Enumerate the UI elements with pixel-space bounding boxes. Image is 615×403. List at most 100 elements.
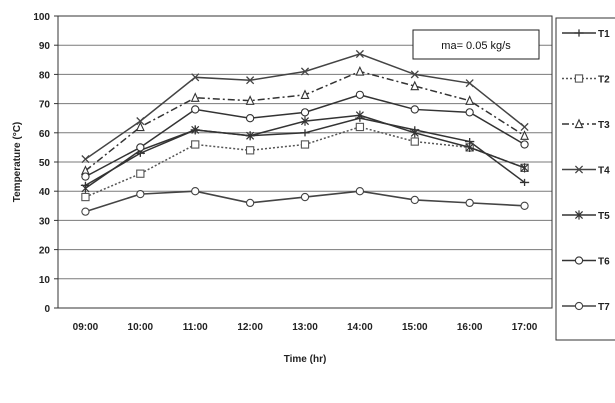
x-tick-label-10-00: 10:00 [128, 322, 154, 333]
legend-item-t3: T3 [562, 118, 610, 131]
point-t1-13-00 [300, 129, 310, 137]
x-tick-label-17-00: 17:00 [512, 322, 538, 333]
series-t6 [81, 90, 529, 181]
legend-marker-t6 [574, 256, 584, 265]
point-t7-09-00 [81, 207, 90, 216]
series-layer [80, 49, 530, 216]
point-t3-16-00 [465, 95, 475, 105]
legend-label-t2: T2 [598, 75, 610, 86]
point-t6-09-00 [81, 172, 90, 181]
point-t5-14-00 [355, 110, 364, 120]
point-t5-16-00 [465, 142, 474, 152]
series-t7 [81, 187, 529, 216]
series-t3 [80, 65, 530, 175]
legend-marker-t7 [574, 301, 584, 311]
point-t7-10-00 [136, 189, 145, 199]
y-tick-label-20: 20 [39, 246, 51, 257]
point-t7-12-00 [245, 198, 255, 208]
y-tick-label-100: 100 [33, 12, 50, 23]
point-t1-17-00 [519, 178, 530, 187]
series-t4 [81, 49, 529, 164]
point-t6-17-00 [520, 140, 529, 149]
series-line-t1 [85, 117, 526, 187]
y-tick-label-10: 10 [39, 275, 51, 286]
point-t6-16-00 [465, 108, 474, 117]
point-t7-16-00 [465, 198, 474, 208]
y-tick-label-50: 50 [39, 158, 51, 169]
point-t4-16-00 [465, 79, 474, 88]
legend-item-t2: T2 [562, 74, 610, 86]
point-t6-14-00 [355, 90, 365, 99]
x-tick-label-09-00: 09:00 [73, 322, 99, 333]
point-t5-09-00 [81, 183, 90, 193]
y-tick-label-30: 30 [39, 216, 51, 227]
point-t7-13-00 [300, 192, 310, 202]
y-axis-ticks: 0 10 20 30 40 50 60 70 80 90 100 [33, 12, 58, 315]
point-t5-11-00 [191, 125, 200, 135]
x-axis-title: Time (hr) [284, 354, 327, 365]
point-t5-15-00 [410, 128, 419, 138]
point-t7-17-00 [520, 201, 529, 210]
legend-marker-t1 [574, 29, 584, 37]
point-t4-14-00 [355, 49, 364, 59]
x-tick-label-15-00: 15:00 [402, 322, 428, 333]
point-t6-10-00 [136, 143, 145, 152]
legend-marker-t5 [574, 210, 584, 220]
legend-label-t6: T6 [598, 257, 610, 268]
plot-area-frame [57, 15, 553, 309]
legend-marker-t4 [574, 165, 584, 174]
legend-marker-t3 [574, 118, 584, 129]
x-tick-label-12-00: 12:00 [237, 322, 263, 333]
annotation-box [412, 29, 540, 60]
point-t5-13-00 [300, 116, 310, 126]
point-t3-13-00 [300, 89, 310, 99]
x-axis-ticks: 09:00 10:00 11:00 12:00 13:00 14:00 15:00 16:00… [73, 322, 538, 333]
legend-marker-t2 [574, 74, 584, 83]
point-t4-15-00 [410, 70, 419, 79]
point-t2-12-00 [245, 146, 255, 155]
legend-label-t4: T4 [598, 166, 610, 177]
legend-item-t1: T1 [562, 29, 610, 40]
legend-item-t6: T6 [562, 256, 610, 268]
point-t4-11-00 [191, 73, 200, 82]
annotation-text: ma= 0.05 kg/s [441, 40, 511, 52]
point-t3-10-00 [135, 121, 145, 132]
mass-flow-annotation: ma= 0.05 kg/s [412, 29, 540, 60]
series-t5 [81, 110, 529, 193]
point-t3-12-00 [245, 95, 255, 105]
point-t2-09-00 [81, 192, 90, 202]
point-t4-17-00 [520, 122, 529, 132]
legend-label-t3: T3 [598, 120, 610, 131]
series-line-t5 [85, 114, 525, 189]
point-t2-14-00 [355, 122, 365, 132]
point-t2-10-00 [136, 169, 145, 178]
series-t1 [80, 114, 530, 189]
y-tick-label-90: 90 [39, 41, 51, 52]
x-tick-label-16-00: 16:00 [457, 322, 483, 333]
y-tick-label-80: 80 [39, 70, 51, 81]
legend-label-t1: T1 [598, 29, 610, 40]
x-tick-label-14-00: 14:00 [347, 322, 373, 333]
point-t6-13-00 [300, 108, 310, 117]
x-tick-label-11-00: 11:00 [183, 322, 208, 333]
point-t2-11-00 [191, 140, 200, 149]
y-tick-label-40: 40 [39, 187, 51, 198]
point-t6-15-00 [410, 105, 419, 114]
point-t2-15-00 [410, 137, 419, 146]
point-t4-10-00 [136, 117, 145, 126]
legend-label-t5: T5 [598, 211, 610, 222]
y-tick-label-0: 0 [44, 304, 50, 315]
point-t5-17-00 [520, 163, 529, 173]
legend-item-t7: T7 [562, 301, 610, 313]
legend-item-t5: T5 [562, 210, 610, 222]
y-tick-label-70: 70 [39, 100, 51, 111]
series-t2 [81, 122, 529, 202]
point-t3-14-00 [355, 65, 365, 76]
x-tick-label-13-00: 13:00 [292, 322, 318, 333]
legend-frame [555, 17, 615, 341]
y-tick-label-60: 60 [39, 129, 51, 140]
y-axis-title: Temperature (°C) [12, 122, 23, 203]
point-t3-11-00 [190, 92, 200, 102]
point-t4-13-00 [300, 67, 310, 76]
point-t2-13-00 [300, 140, 310, 149]
